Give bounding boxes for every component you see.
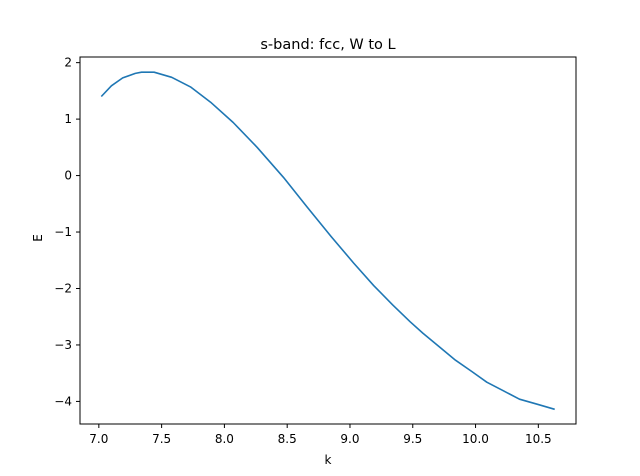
plot-area: 7.0 7.5 8.0 8.5 9.0 9.5 10.0 10.5 −4 −3 −2 −1 0 1 2 (54, 56, 577, 446)
x-tick-label: 9.5 (403, 432, 422, 446)
x-tick-label: 10.0 (462, 432, 489, 446)
y-tick-label: −2 (54, 281, 72, 295)
x-tick-label: 9.0 (340, 432, 359, 446)
axes-frame (79, 56, 577, 425)
y-tick-label: −3 (54, 338, 72, 352)
y-tick-label: 2 (64, 56, 72, 70)
y-axis-label: E (31, 234, 45, 242)
chart-title: s-band: fcc, W to L (260, 37, 395, 53)
series-line-0 (100, 71, 555, 411)
x-tick-label: 8.0 (215, 432, 234, 446)
y-tick-label: 1 (64, 112, 72, 126)
x-axis-label: k (325, 453, 332, 467)
x-tick-label: 8.5 (278, 432, 297, 446)
x-tick-label: 10.5 (525, 432, 552, 446)
y-tick-label: 0 (64, 169, 72, 183)
y-tick-label: −4 (54, 394, 72, 408)
x-tick-label: 7.0 (89, 432, 108, 446)
x-tick-label: 7.5 (152, 432, 171, 446)
y-tick-label: −1 (54, 225, 72, 239)
